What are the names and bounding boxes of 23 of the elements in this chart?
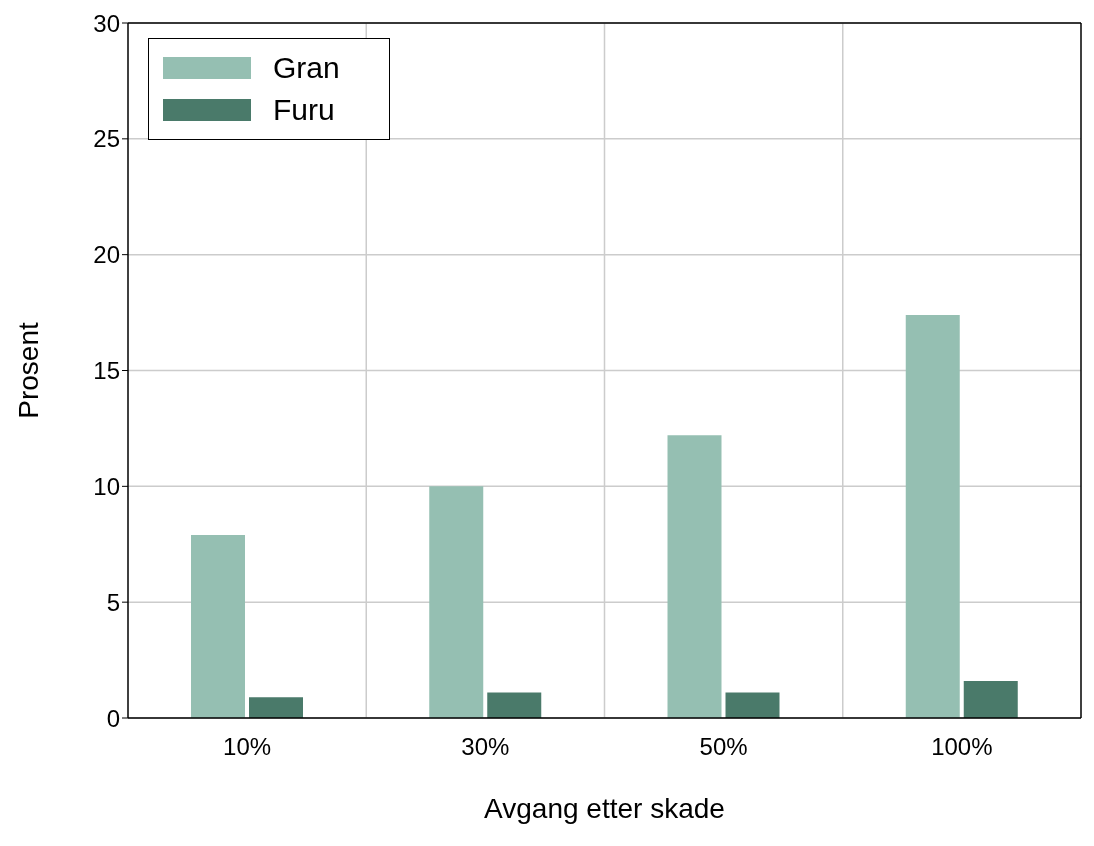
legend-label: Furu (273, 93, 335, 127)
x-axis-title: Avgang etter skade (484, 793, 725, 824)
legend-label: Gran (273, 51, 340, 85)
bar (487, 692, 542, 718)
y-tick-label: 25 (93, 125, 120, 153)
y-tick-label: 5 (106, 588, 120, 616)
bar (249, 697, 303, 718)
bar (725, 692, 780, 718)
x-tick-label: 50% (699, 733, 748, 761)
bar (963, 680, 1018, 718)
y-tick-label: 30 (93, 9, 120, 37)
bar (905, 314, 960, 718)
y-axis-title: Prosent (12, 322, 44, 419)
bar (191, 534, 245, 718)
y-tick-label: 20 (93, 241, 120, 269)
bar (429, 486, 484, 718)
y-tick-label: 10 (93, 472, 120, 500)
y-tick-label: 0 (106, 704, 120, 732)
x-tick-label: 10% (223, 733, 272, 761)
y-tick-label: 15 (93, 357, 120, 385)
x-tick-label: 100% (931, 733, 993, 761)
bar (667, 435, 722, 718)
x-tick-label: 30% (461, 733, 510, 761)
